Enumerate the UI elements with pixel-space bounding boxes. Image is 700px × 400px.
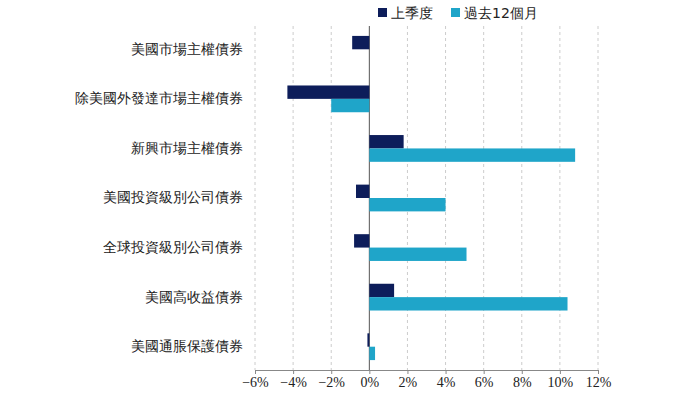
y-tick: 全球投資級別公司債券 [103, 239, 255, 255]
bar [287, 85, 369, 98]
x-tick-mark [255, 370, 256, 374]
grid-line [521, 26, 522, 370]
x-tick-mark [407, 370, 408, 374]
x-tick: −6% [242, 370, 269, 390]
x-tick: 12% [586, 370, 612, 390]
x-tick-label: 10% [548, 375, 574, 390]
x-tick-label: 8% [513, 375, 532, 390]
grid-line [483, 26, 484, 370]
x-tick-mark [369, 370, 370, 374]
legend-label: 上季度 [391, 5, 433, 21]
x-tick: 8% [513, 370, 532, 390]
y-tick-label: 新興市場主權債券 [131, 140, 243, 156]
y-tick-label: 美國投資級別公司債券 [103, 189, 243, 205]
x-tick: −2% [318, 370, 345, 390]
x-tick-label: −2% [318, 375, 345, 390]
y-tick-label: 美國市場主權債券 [131, 41, 243, 57]
y-tick: 美國市場主權債券 [131, 41, 255, 57]
x-tick-label: 6% [475, 375, 494, 390]
y-tick: 美國投資級別公司債券 [103, 189, 255, 205]
x-tick: 6% [475, 370, 494, 390]
y-tick-label: 除美國外發達市場主權債券 [75, 90, 243, 106]
legend: 上季度 過去12個月 [378, 5, 538, 21]
grid-line [331, 26, 332, 370]
x-tick-mark [598, 370, 599, 374]
bar [354, 234, 369, 247]
x-tick-mark [560, 370, 561, 374]
grid-line [255, 26, 256, 370]
bar [352, 36, 369, 49]
legend-item: 上季度 [378, 5, 433, 21]
x-tick-mark [446, 370, 447, 374]
x-tick-label: −4% [280, 375, 307, 390]
y-tick-label: 美國高收益債券 [145, 289, 243, 305]
y-tick-label: 全球投資級別公司債券 [103, 239, 243, 255]
x-tick-label: 12% [586, 375, 612, 390]
legend-label: 過去12個月 [464, 5, 538, 21]
x-tick: 0% [360, 370, 379, 390]
x-tick: 4% [437, 370, 456, 390]
chart: −6% −4% −2% 0% 2% 4% 6% 8% 10% 12% 美國市場主權債券除美國外發達市… [0, 0, 700, 400]
y-tick: 美國通脹保護債券 [131, 338, 255, 354]
plot: −6% −4% −2% 0% 2% 4% 6% 8% 10% 12% 美國市場主權債券除美國外發達市… [75, 26, 612, 390]
x-tick: −4% [280, 370, 307, 390]
bar [369, 49, 370, 62]
grid [255, 26, 598, 370]
x-tick: 2% [399, 370, 418, 390]
x-tick-mark [331, 370, 332, 374]
bar [369, 198, 445, 211]
bar [356, 185, 369, 198]
grid-line [293, 26, 294, 370]
bar [369, 248, 466, 261]
x-tick-mark [293, 370, 294, 374]
legend-item: 過去12個月 [451, 5, 538, 21]
x-tick-label: 4% [437, 375, 456, 390]
bar [369, 347, 375, 360]
x-tick-mark [522, 370, 523, 374]
y-axis: 美國市場主權債券除美國外發達市場主權債券新興市場主權債券美國投資級別公司債券全球… [75, 41, 255, 354]
bar [369, 148, 575, 161]
grid-line [598, 26, 599, 370]
y-tick: 除美國外發達市場主權債券 [75, 90, 255, 106]
x-tick-label: 2% [399, 375, 418, 390]
bar [369, 284, 394, 297]
x-tick-label: −6% [242, 375, 269, 390]
x-tick-mark [484, 370, 485, 374]
y-tick: 新興市場主權債券 [131, 140, 255, 156]
legend-swatch [451, 8, 460, 17]
x-axis: −6% −4% −2% 0% 2% 4% 6% 8% 10% 12% [242, 370, 611, 390]
bars [287, 36, 575, 360]
legend-swatch [378, 8, 387, 17]
x-axis-line [256, 371, 599, 375]
x-tick-label: 0% [360, 375, 379, 390]
bar [367, 333, 369, 346]
bar [369, 297, 567, 310]
y-tick-label: 美國通脹保護債券 [131, 338, 243, 354]
y-tick: 美國高收益債券 [145, 289, 255, 305]
bar [369, 135, 403, 148]
bar [331, 99, 369, 112]
grid-line [559, 26, 560, 370]
x-tick: 10% [548, 370, 574, 390]
